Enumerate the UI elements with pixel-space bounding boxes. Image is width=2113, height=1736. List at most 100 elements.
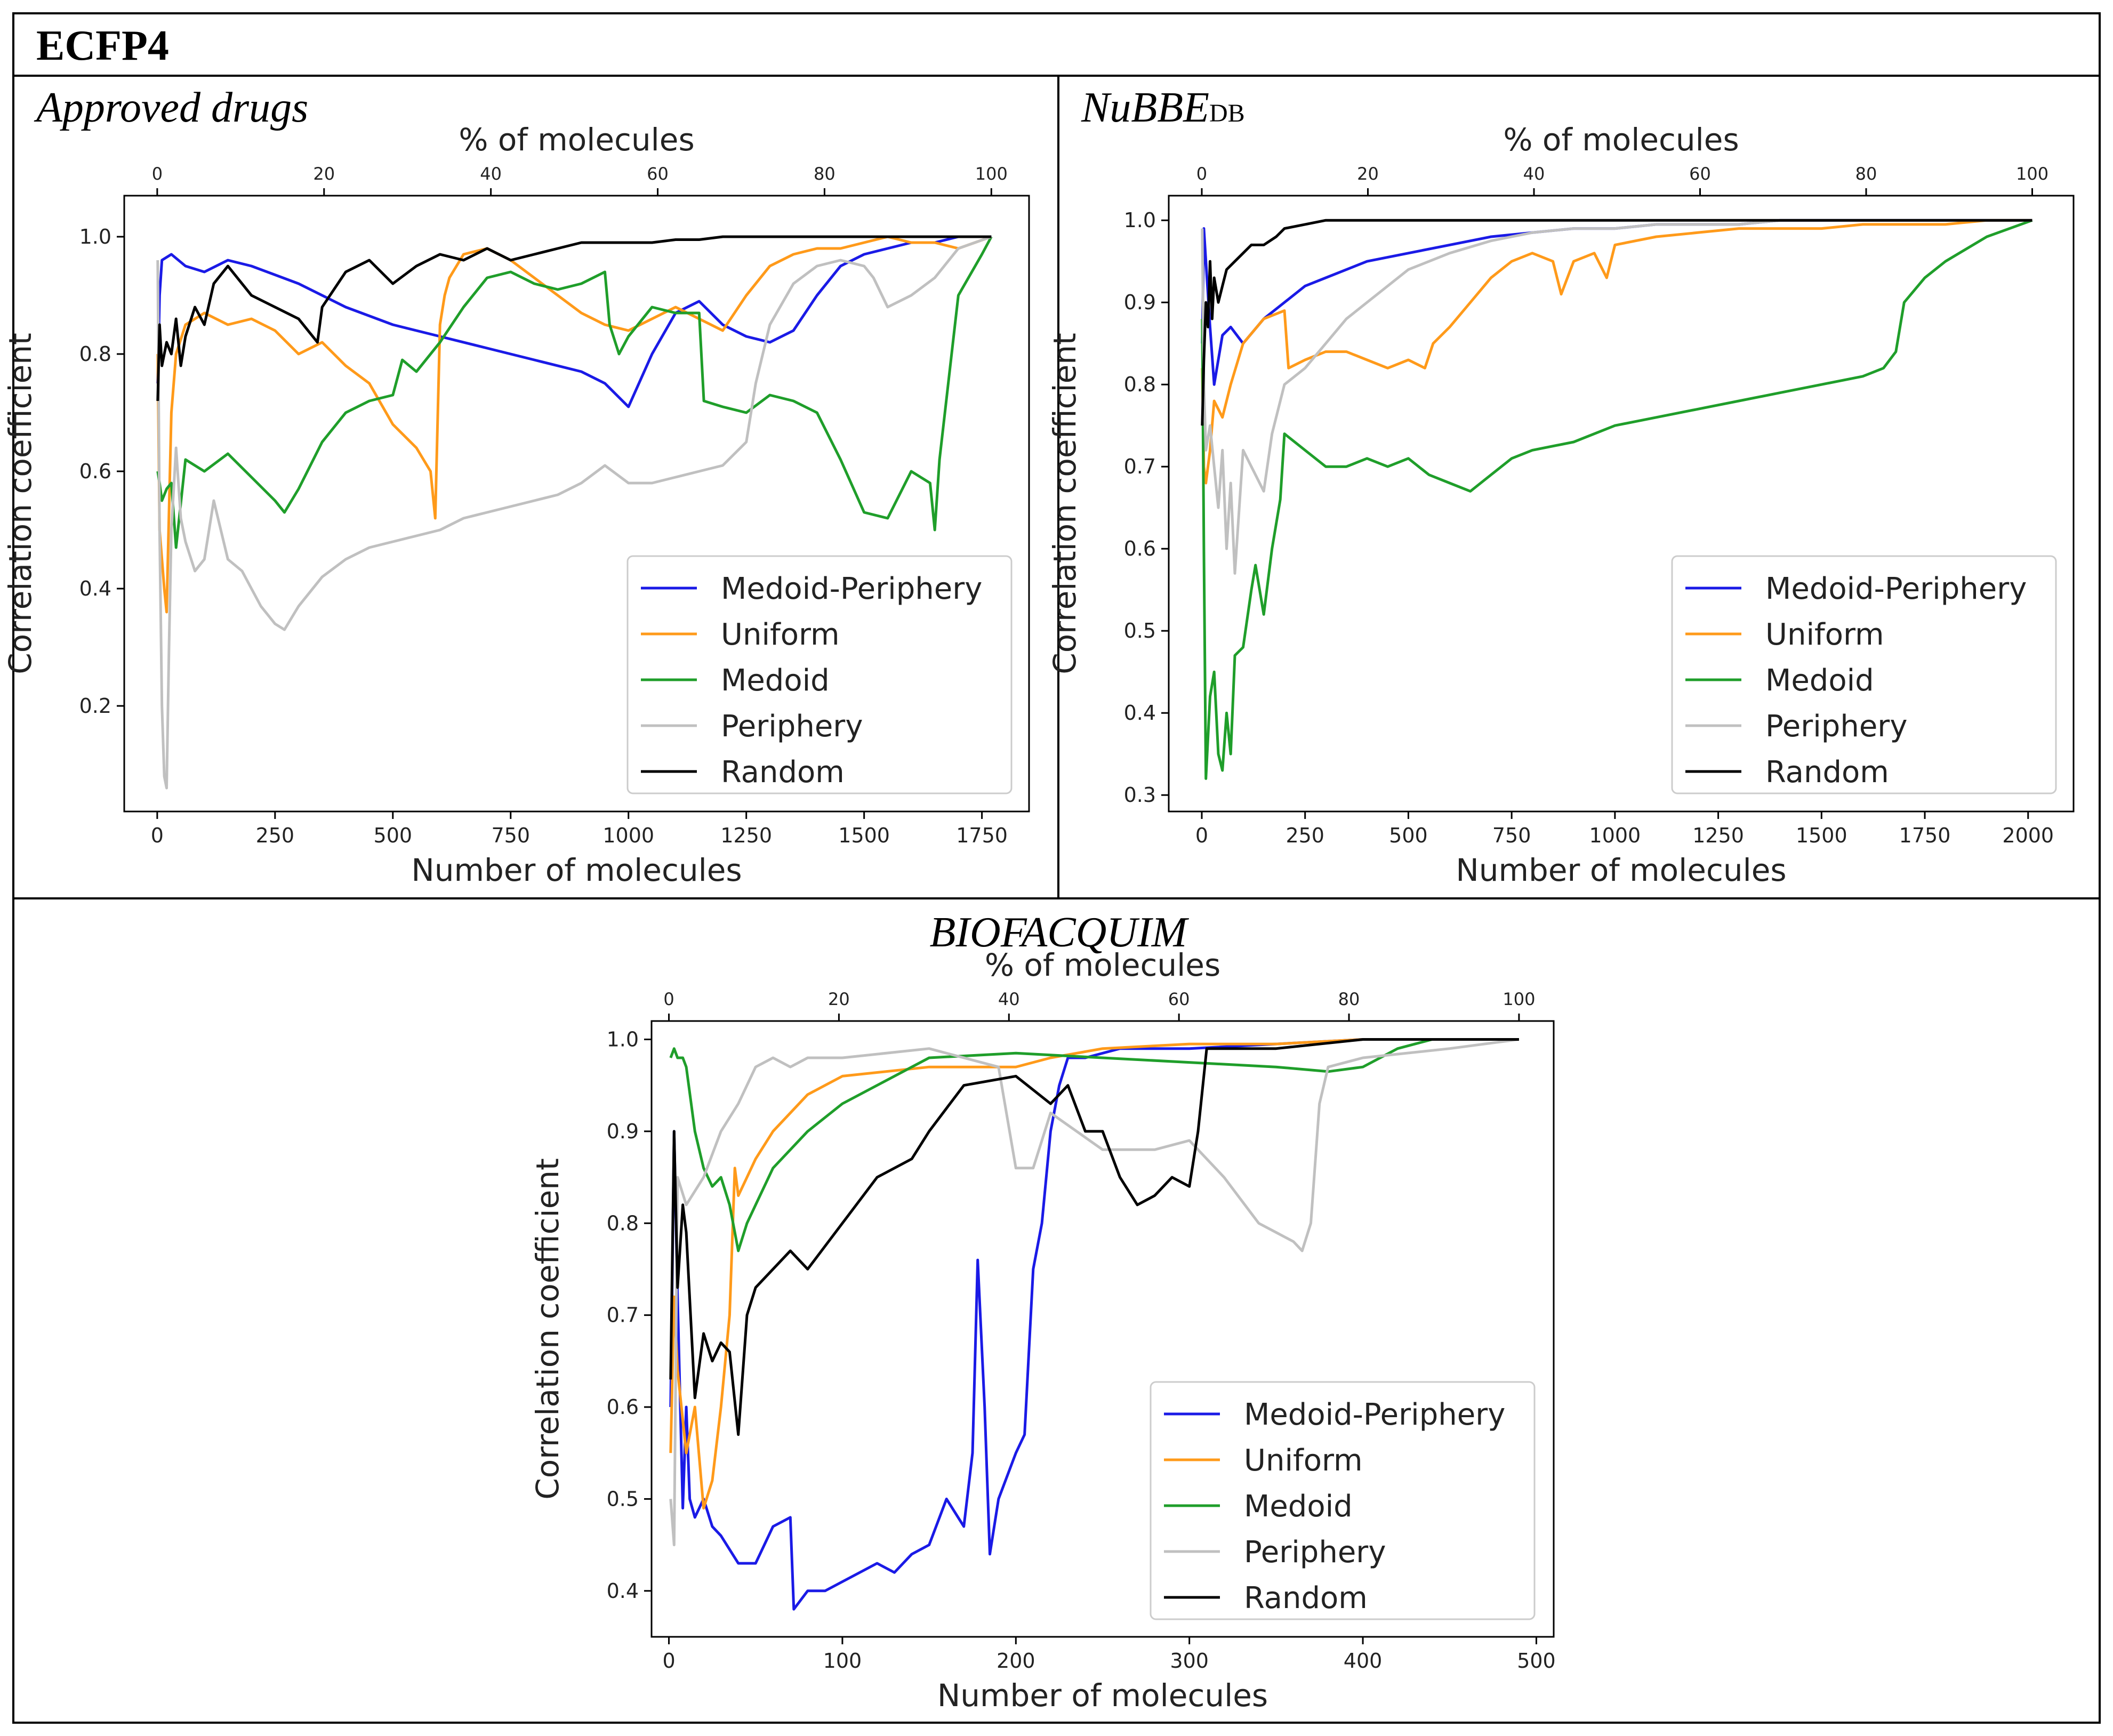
x-tick-label: 1750 <box>1899 824 1951 847</box>
x-tick-label: 1500 <box>838 824 890 847</box>
y-tick-label: 0.8 <box>1124 373 1156 396</box>
top-tick-label: 20 <box>1357 164 1379 184</box>
legend-label-periphery: Periphery <box>721 709 863 744</box>
series-line-periphery <box>669 1038 1520 1547</box>
legend-label-random: Random <box>1765 755 1889 790</box>
y-tick-label: 0.6 <box>1124 537 1156 560</box>
x-tick-label: 500 <box>374 824 413 847</box>
legend-label-random: Random <box>721 755 845 790</box>
series-group <box>156 235 993 790</box>
top-tick-label: 20 <box>313 164 335 184</box>
x-axis-label: Number of molecules <box>1456 852 1786 888</box>
top-tick-label: 0 <box>152 164 163 184</box>
x-tick-label: 200 <box>997 1649 1035 1673</box>
series-line-medoid <box>669 1038 1519 1252</box>
top-axis-label: % of molecules <box>1503 122 1739 158</box>
y-tick-label: 0.7 <box>1124 455 1156 478</box>
x-tick-label: 1000 <box>602 824 654 847</box>
legend-label-periphery: Periphery <box>1765 709 1907 744</box>
series-line-medoid-periphery <box>156 235 992 408</box>
x-tick-label: 0 <box>662 1649 675 1673</box>
legend-label-uniform: Uniform <box>1244 1443 1363 1478</box>
legend-label-medoid: Medoid <box>1765 663 1874 698</box>
top-tick-label: 80 <box>1855 164 1877 184</box>
legend-label-medoid-periphery: Medoid-Periphery <box>721 572 982 606</box>
y-tick-label: 0.6 <box>607 1395 639 1419</box>
top-tick-label: 0 <box>1196 164 1207 184</box>
top-axis-label: % of molecules <box>985 947 1220 983</box>
x-tick-label: 0 <box>1195 824 1208 847</box>
panel-nubbe-db: NuBBEDB 0 250 500 750 1000 1250 1500 1750 20000.… <box>1047 84 2075 888</box>
x-tick-label: 100 <box>823 1649 862 1673</box>
y-tick-label: 0.5 <box>607 1487 639 1510</box>
x-axis-label: Number of molecules <box>937 1677 1268 1714</box>
series-line-medoid <box>1201 219 2033 780</box>
legend-label-uniform: Uniform <box>1765 617 1884 652</box>
y-tick-label: 1.0 <box>607 1027 639 1051</box>
y-tick-label: 1.0 <box>1124 208 1156 232</box>
series-line-uniform <box>1201 219 2032 485</box>
series-line-uniform <box>156 235 992 614</box>
x-tick-label: 250 <box>256 824 295 847</box>
series-line-uniform <box>669 1038 1519 1510</box>
top-tick-label: 60 <box>1168 989 1190 1009</box>
y-tick-label: 0.6 <box>79 460 111 483</box>
y-tick-label: 0.2 <box>79 694 111 718</box>
panel-biofacquim: BIOFACQUIM 0 100 200 300 400 5000.40.50.60.70… <box>529 909 1556 1714</box>
y-tick-label: 1.0 <box>79 225 111 248</box>
y-tick-label: 0.3 <box>1124 783 1156 807</box>
series-group <box>669 1038 1520 1611</box>
plot-frame <box>650 1020 1555 1638</box>
table-frame <box>12 12 2101 1724</box>
series-line-periphery <box>156 235 992 790</box>
top-tick-label: 40 <box>1523 164 1545 184</box>
x-tick-label: 400 <box>1344 1649 1383 1673</box>
x-tick-label: 0 <box>151 824 164 847</box>
y-tick-label: 0.8 <box>79 342 111 366</box>
x-tick-label: 1000 <box>1589 824 1641 847</box>
y-tick-label: 0.8 <box>607 1211 639 1235</box>
x-tick-label: 2000 <box>2002 824 2054 847</box>
x-tick-label: 750 <box>1492 824 1531 847</box>
panel-title-subscript: DB <box>1209 99 1245 127</box>
series-line-medoid <box>156 236 993 549</box>
x-tick-label: 1750 <box>956 824 1008 847</box>
y-tick-label: 0.4 <box>607 1579 639 1603</box>
x-tick-label: 1250 <box>1692 824 1744 847</box>
x-tick-label: 1500 <box>1796 824 1847 847</box>
series-line-random <box>1201 219 2032 426</box>
x-tick-label: 250 <box>1286 824 1324 847</box>
top-tick-label: 80 <box>1338 989 1360 1009</box>
top-tick-label: 60 <box>647 164 669 184</box>
top-axis-label: % of molecules <box>459 122 694 158</box>
top-tick-label: 100 <box>2016 164 2048 184</box>
y-tick-label: 0.5 <box>1124 619 1156 642</box>
legend: Medoid-Periphery Uniform Medoid Periphery Ra… <box>1150 1381 1536 1620</box>
top-tick-label: 0 <box>663 989 674 1009</box>
legend-label-periphery: Periphery <box>1244 1535 1386 1570</box>
y-axis-label: Correlation coefficient <box>1047 333 1083 674</box>
y-tick-label: 0.9 <box>1124 291 1156 314</box>
legend-label-uniform: Uniform <box>721 617 840 652</box>
y-axis-label: Correlation coefficient <box>529 1158 566 1500</box>
legend: Medoid-Periphery Uniform Medoid Periphery Ra… <box>626 555 1013 794</box>
legend-label-medoid: Medoid <box>1244 1489 1353 1524</box>
panel-title: BIOFACQUIM <box>930 909 1190 956</box>
top-tick-label: 40 <box>998 989 1020 1009</box>
legend-box <box>1150 1381 1536 1620</box>
top-tick-label: 60 <box>1689 164 1711 184</box>
y-tick-label: 0.9 <box>607 1120 639 1143</box>
plot-frame <box>123 195 1030 813</box>
series-line-random <box>669 1038 1519 1436</box>
y-tick-label: 0.7 <box>607 1304 639 1327</box>
x-tick-label: 500 <box>1517 1649 1556 1673</box>
top-tick-label: 80 <box>814 164 835 184</box>
x-axis-label: Number of molecules <box>411 852 742 888</box>
series-group <box>1201 219 2033 780</box>
legend-box <box>626 555 1013 794</box>
top-tick-label: 20 <box>828 989 850 1009</box>
y-tick-label: 0.4 <box>1124 701 1156 725</box>
series-line-random <box>156 235 992 401</box>
y-tick-label: 0.4 <box>79 577 111 600</box>
